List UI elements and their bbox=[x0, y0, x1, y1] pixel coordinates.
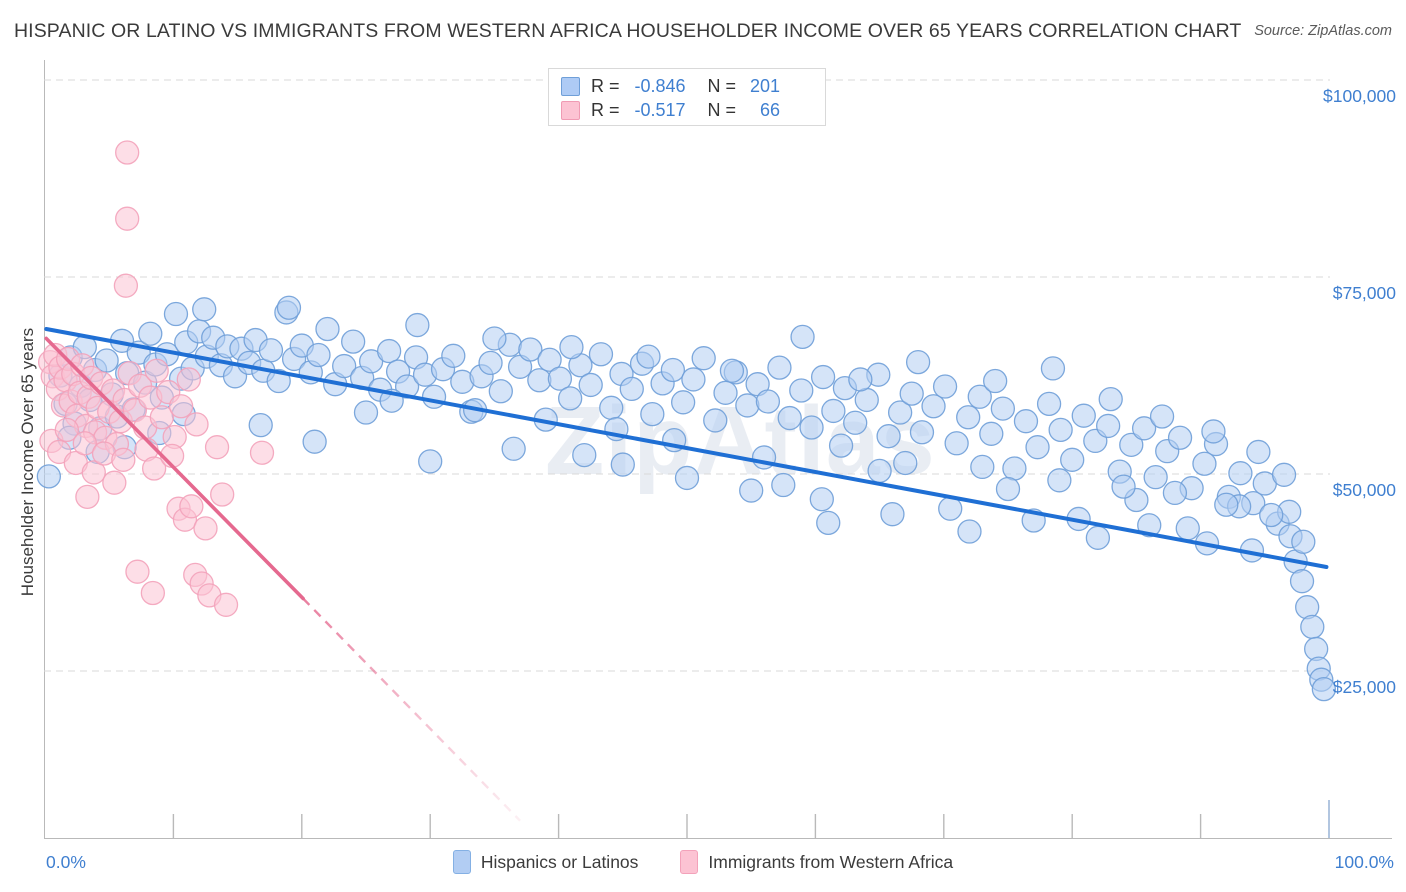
legend-item-immigrants[interactable]: Immigrants from Western Africa bbox=[680, 850, 953, 874]
legend-swatch-hispanics bbox=[561, 76, 580, 96]
r-value-pink: -0.517 bbox=[634, 99, 686, 120]
legend-swatch-immigrants bbox=[561, 100, 580, 120]
r-value-blue: -0.846 bbox=[634, 75, 686, 96]
x-axis-max-label: 100.0% bbox=[1334, 852, 1394, 872]
n-label-blue: N = bbox=[707, 75, 737, 96]
correlation-row-pink: R = -0.517 N = 66 bbox=[561, 98, 815, 122]
n-value-pink: 66 bbox=[760, 99, 781, 120]
legend-color-immigrants bbox=[680, 850, 699, 874]
series-legend: Hispanics or Latinos Immigrants from Wes… bbox=[0, 850, 1406, 874]
legend-label-immigrants: Immigrants from Western Africa bbox=[708, 851, 954, 872]
x-axis-min-label: 0.0% bbox=[46, 852, 86, 872]
legend-color-hispanics bbox=[452, 850, 471, 874]
legend-label-hispanics: Hispanics or Latinos bbox=[480, 851, 639, 872]
page-title: HISPANIC OR LATINO VS IMMIGRANTS FROM WE… bbox=[14, 20, 1242, 42]
x-axis-ticks bbox=[172, 800, 1330, 838]
series-immigrants bbox=[37, 140, 275, 617]
n-value-blue: 201 bbox=[749, 75, 781, 96]
x-axis-line bbox=[44, 838, 1392, 839]
y-tick-label: $75,000 bbox=[1332, 283, 1396, 303]
correlation-row-blue: R = -0.846 N = 201 bbox=[561, 74, 815, 98]
y-tick-label: $50,000 bbox=[1332, 480, 1396, 500]
correlation-legend: R = -0.846 N = 201 R = -0.517 N = 66 bbox=[548, 68, 826, 126]
trendline-immigrants bbox=[44, 336, 305, 601]
trendline-extension-immigrants bbox=[302, 597, 521, 822]
legend-item-hispanics[interactable]: Hispanics or Latinos bbox=[452, 850, 639, 874]
scatter-canvas bbox=[36, 79, 1337, 838]
r-label-blue: R = bbox=[591, 75, 620, 96]
trendline-hispanics bbox=[44, 327, 1329, 569]
y-tick-label: $25,000 bbox=[1332, 677, 1396, 697]
n-label-pink: N = bbox=[707, 99, 737, 120]
y-axis-title: Householder Income Over 65 years bbox=[18, 327, 37, 597]
plot-area bbox=[36, 60, 1337, 838]
source-attribution: Source: ZipAtlas.com bbox=[1254, 23, 1392, 39]
y-tick-label: $100,000 bbox=[1323, 86, 1396, 106]
r-label-pink: R = bbox=[591, 99, 620, 120]
